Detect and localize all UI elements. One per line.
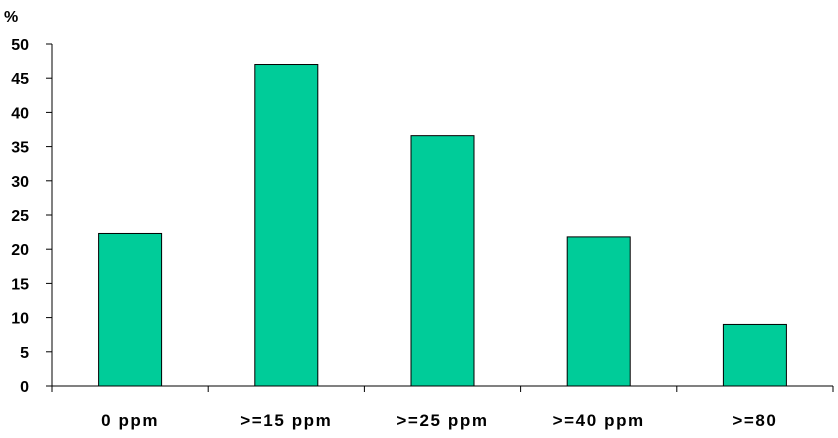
x-axis-ticks: 0 ppm >=15 ppm >=25 ppm >=40 ppm >=80	[51, 386, 834, 430]
y-tick-label: 0	[20, 379, 29, 396]
x-category-label: >=40 ppm	[553, 411, 645, 430]
y-tick-label: 10	[11, 311, 29, 328]
x-category-label: 0 ppm	[101, 411, 159, 430]
x-category-label: >=15 ppm	[240, 411, 332, 430]
x-category-label: >=80	[732, 411, 777, 430]
y-tick-label: 35	[11, 140, 29, 157]
y-tick-label: 20	[11, 242, 29, 259]
y-tick-label: 30	[11, 174, 29, 191]
y-tick-label: 5	[20, 345, 29, 362]
bars	[98, 64, 787, 387]
bar-4	[722, 323, 787, 387]
bar-1	[254, 64, 319, 387]
y-tick-label: 50	[11, 37, 29, 54]
bar-3	[566, 236, 631, 387]
x-category-label: >=25 ppm	[396, 411, 488, 430]
y-axis-unit-label: %	[4, 9, 18, 26]
y-tick-label: 15	[11, 276, 29, 293]
bar-2	[410, 135, 475, 387]
y-axis-ticks: 0 5 10 15 20 25 30 35 40 45 50	[11, 37, 52, 396]
bar-0	[98, 232, 163, 387]
y-tick-label: 25	[11, 208, 29, 225]
y-tick-label: 45	[11, 71, 29, 88]
y-tick-label: 40	[11, 105, 29, 122]
